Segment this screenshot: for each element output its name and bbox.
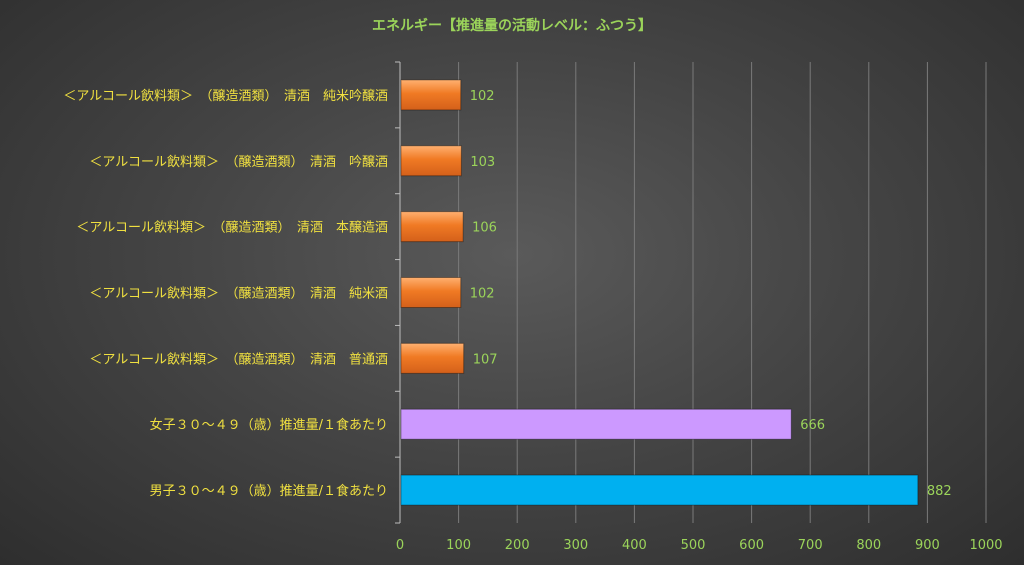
x-tick-label: 700 — [798, 538, 823, 553]
bar — [400, 145, 462, 177]
x-tick-label: 500 — [681, 538, 706, 553]
bar — [400, 342, 465, 374]
category-label: 男子３０～４９（歳）推進量/１食あたり — [150, 483, 388, 499]
category-label: ＜アルコール飲料類＞ （醸造酒類） 清酒 本醸造酒 — [76, 220, 388, 236]
category-labels: ＜アルコール飲料類＞ （醸造酒類） 清酒 純米吟醸酒 ＜アルコール飲料類＞ （醸造… — [63, 88, 388, 499]
data-label: 103 — [470, 155, 495, 170]
gridlines — [395, 61, 987, 524]
x-tick-label: 400 — [622, 538, 647, 553]
category-label: 女子３０～４９（歳）推進量/１食あたり — [150, 417, 388, 433]
data-label: 107 — [473, 352, 498, 367]
data-label: 882 — [927, 484, 952, 499]
bar — [400, 211, 464, 243]
data-labels: 102 103 106 102 107 666 882 — [470, 89, 952, 499]
data-label: 106 — [472, 221, 497, 236]
x-tick-label: 100 — [446, 538, 471, 553]
chart-title: エネルギー【推進量の活動レベル：ふつう】 — [372, 17, 652, 34]
category-label: ＜アルコール飲料類＞ （醸造酒類） 清酒 純米吟醸酒 — [63, 88, 388, 104]
x-tick-label: 1000 — [969, 538, 1002, 553]
category-label: ＜アルコール飲料類＞ （醸造酒類） 清酒 純米酒 — [89, 286, 388, 302]
data-label: 102 — [470, 89, 495, 104]
bars — [400, 79, 919, 506]
x-tick-label: 800 — [856, 538, 881, 553]
x-tick-label: 0 — [396, 538, 404, 553]
category-label: ＜アルコール飲料類＞ （醸造酒類） 清酒 吟醸酒 — [89, 154, 388, 170]
bar — [400, 277, 462, 308]
bar — [400, 79, 462, 111]
x-tick-label: 200 — [505, 538, 530, 553]
x-tick-label: 300 — [563, 538, 588, 553]
bar — [400, 408, 792, 440]
bar — [400, 474, 919, 506]
category-label: ＜アルコール飲料類＞ （醸造酒類） 清酒 普通酒 — [89, 351, 388, 367]
data-label: 666 — [800, 418, 825, 433]
x-tick-label: 900 — [915, 538, 940, 553]
data-label: 102 — [470, 287, 495, 302]
x-axis-ticks: 0 100 200 300 400 500 600 700 800 900 1000 — [396, 538, 1003, 553]
x-tick-label: 600 — [739, 538, 764, 553]
